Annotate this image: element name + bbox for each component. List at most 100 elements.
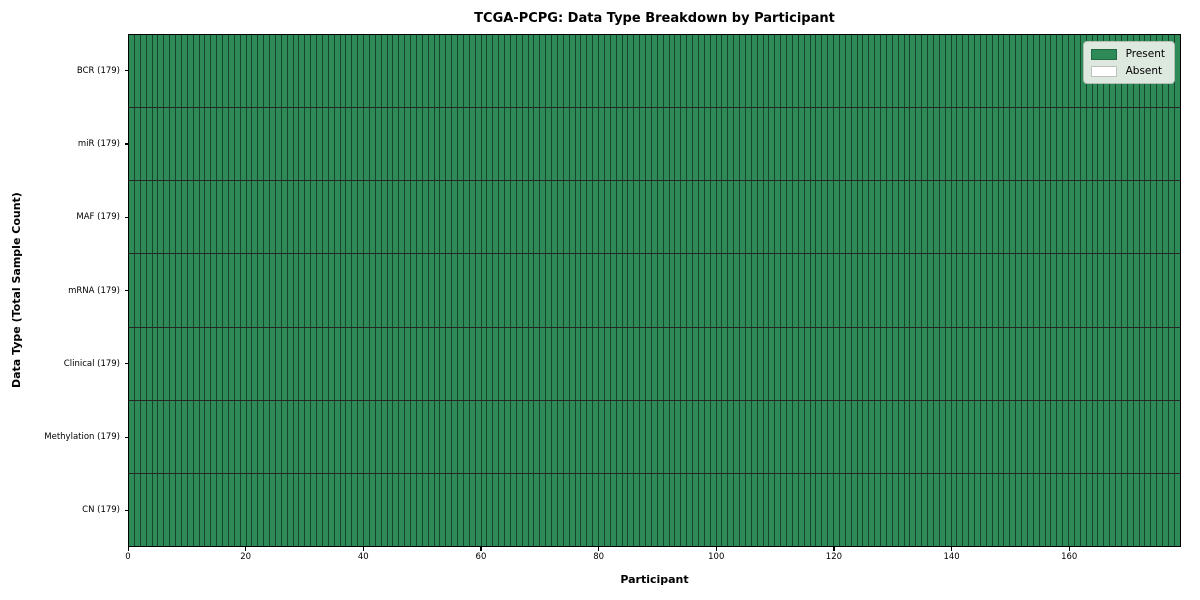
- matrix-cell: [1132, 400, 1139, 473]
- x-tick-mark: [480, 547, 482, 551]
- matrix-cell: [515, 35, 522, 108]
- matrix-cell: [521, 473, 528, 546]
- matrix-cell: [486, 35, 493, 108]
- matrix-cell: [474, 254, 481, 327]
- matrix-cell: [1032, 473, 1039, 546]
- matrix-cell: [368, 254, 375, 327]
- matrix-cell: [210, 108, 217, 181]
- matrix-cell: [709, 35, 716, 108]
- matrix-cell: [292, 35, 299, 108]
- matrix-cell: [568, 327, 575, 400]
- matrix-cell: [504, 327, 510, 400]
- matrix-cell: [862, 254, 869, 327]
- matrix-cell: [304, 108, 311, 181]
- y-tick-label: miR (179): [77, 138, 120, 149]
- matrix-cell: [733, 327, 739, 400]
- matrix-cell: [451, 181, 457, 254]
- matrix-cell: [750, 327, 757, 400]
- matrix-cell: [368, 181, 375, 254]
- matrix-cell: [398, 473, 405, 546]
- matrix-cell: [956, 108, 963, 181]
- matrix-cell: [310, 181, 316, 254]
- matrix-cell: [157, 400, 164, 473]
- matrix-cell: [204, 473, 211, 546]
- matrix-cell: [856, 400, 863, 473]
- matrix-cell: [1015, 400, 1021, 473]
- matrix-cell: [175, 108, 181, 181]
- matrix-cell: [222, 108, 228, 181]
- matrix-cell: [686, 400, 692, 473]
- matrix-cell: [603, 108, 610, 181]
- matrix-cell: [280, 35, 287, 108]
- matrix-cell: [339, 108, 346, 181]
- matrix-cell: [368, 327, 375, 400]
- matrix-cell: [1044, 254, 1051, 327]
- matrix-cell: [1056, 327, 1063, 400]
- x-tick-mark: [127, 547, 129, 551]
- matrix-cell: [950, 327, 957, 400]
- matrix-cell: [539, 181, 546, 254]
- matrix-cell: [357, 400, 363, 473]
- matrix-cell: [327, 473, 334, 546]
- matrix-cell: [921, 400, 927, 473]
- matrix-cell: [915, 400, 922, 473]
- matrix-cell: [809, 181, 816, 254]
- matrix-cell: [762, 108, 769, 181]
- x-tick-label: 100: [708, 552, 725, 562]
- matrix-cell: [286, 400, 293, 473]
- matrix-cell: [198, 327, 205, 400]
- heatmap-grid: [129, 35, 1180, 546]
- matrix-cell: [533, 400, 540, 473]
- matrix-cell: [492, 327, 499, 400]
- matrix-cell: [380, 473, 387, 546]
- matrix-cell: [838, 181, 845, 254]
- matrix-cell: [821, 108, 828, 181]
- matrix-cell: [351, 400, 358, 473]
- matrix-cell: [592, 400, 598, 473]
- matrix-cell: [997, 254, 1004, 327]
- matrix-cell: [1068, 327, 1074, 400]
- matrix-cell: [603, 400, 610, 473]
- x-tick-label: 160: [1061, 552, 1078, 562]
- matrix-cell: [997, 400, 1004, 473]
- matrix-cell: [932, 108, 939, 181]
- matrix-cell: [985, 473, 992, 546]
- matrix-cell: [227, 108, 234, 181]
- x-tick-mark: [715, 547, 717, 551]
- matrix-cell: [1044, 473, 1051, 546]
- matrix-cell: [374, 400, 381, 473]
- matrix-cell: [192, 108, 199, 181]
- matrix-cell: [415, 35, 422, 108]
- matrix-cell: [885, 473, 892, 546]
- matrix-cell: [909, 35, 916, 108]
- x-axis: 0 20 40 60 80 100 120 140 160: [125, 547, 1181, 577]
- matrix-cell: [427, 473, 434, 546]
- matrix-cell: [1050, 108, 1057, 181]
- matrix-cell: [492, 35, 499, 108]
- matrix-cell: [151, 400, 158, 473]
- matrix-cell: [1003, 327, 1010, 400]
- matrix-cell: [709, 400, 716, 473]
- matrix-cell: [715, 327, 722, 400]
- matrix-cell: [316, 35, 322, 108]
- matrix-cell: [974, 400, 980, 473]
- x-tick-mark: [833, 547, 835, 551]
- matrix-cell: [897, 473, 904, 546]
- matrix-cell: [545, 181, 551, 254]
- matrix-cell: [556, 181, 563, 254]
- matrix-cell: [1068, 254, 1074, 327]
- matrix-cell: [539, 35, 546, 108]
- matrix-cell: [180, 327, 187, 400]
- matrix-cell: [163, 35, 170, 108]
- matrix-cell: [692, 181, 698, 254]
- matrix-cell: [938, 35, 945, 108]
- matrix-cell: [844, 35, 851, 108]
- matrix-cell: [686, 327, 692, 400]
- matrix-cell: [1115, 181, 1121, 254]
- matrix-cell: [756, 108, 763, 181]
- matrix-cell: [938, 108, 945, 181]
- matrix-cell: [1091, 327, 1098, 400]
- matrix-cell: [727, 400, 734, 473]
- matrix-cell: [1167, 108, 1174, 181]
- matrix-cell: [756, 473, 763, 546]
